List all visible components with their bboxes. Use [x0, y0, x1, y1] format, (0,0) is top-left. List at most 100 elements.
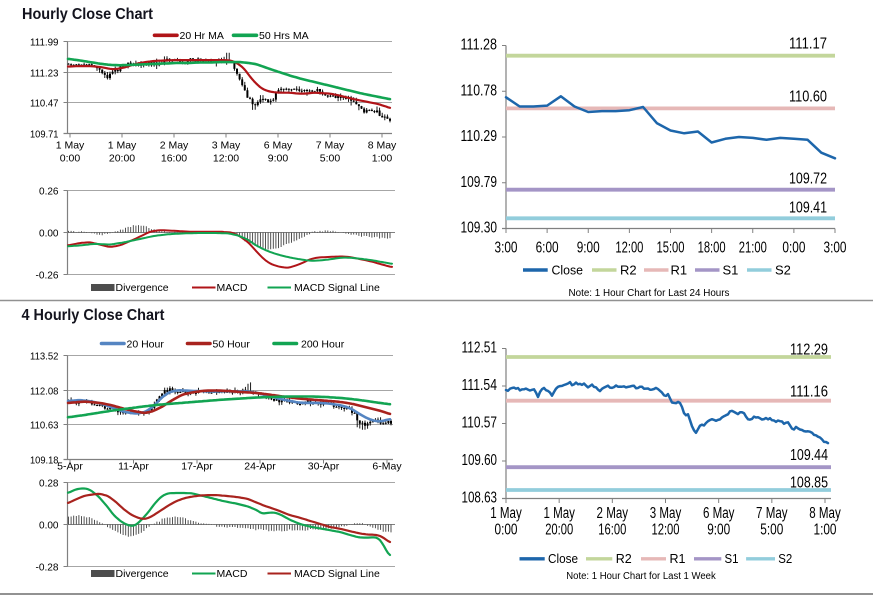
svg-text:0.00: 0.00	[39, 519, 59, 531]
svg-text:R1: R1	[670, 551, 686, 566]
svg-text:108.85: 108.85	[790, 475, 828, 492]
svg-text:7 May: 7 May	[756, 505, 788, 522]
svg-text:20:00: 20:00	[545, 522, 573, 539]
svg-text:MACD Signal Line: MACD Signal Line	[294, 568, 380, 580]
svg-text:Divergence: Divergence	[116, 282, 169, 294]
svg-text:9:00: 9:00	[268, 153, 289, 165]
svg-text:20 Hr MA: 20 Hr MA	[180, 30, 224, 42]
svg-text:111.99: 111.99	[30, 36, 59, 48]
svg-text:30-Apr: 30-Apr	[308, 461, 340, 473]
svg-text:12:00: 12:00	[213, 153, 239, 165]
svg-text:110.78: 110.78	[461, 83, 498, 100]
svg-text:24-Apr: 24-Apr	[244, 461, 276, 473]
svg-text:0.28: 0.28	[39, 477, 59, 489]
svg-text:109.71: 109.71	[30, 128, 59, 140]
svg-text:109.18: 109.18	[30, 454, 59, 466]
svg-text:110.57: 110.57	[462, 415, 498, 432]
svg-text:5:00: 5:00	[760, 522, 783, 539]
svg-text:5-Apr: 5-Apr	[57, 461, 83, 473]
svg-text:R2: R2	[620, 263, 637, 278]
svg-text:110.29: 110.29	[461, 128, 498, 145]
svg-text:21:00: 21:00	[739, 240, 767, 257]
svg-text:50 Hrs MA: 50 Hrs MA	[259, 30, 309, 42]
svg-text:6 May: 6 May	[264, 140, 293, 152]
svg-text:17-Apr: 17-Apr	[181, 461, 213, 473]
svg-text:Divergence: Divergence	[116, 568, 169, 580]
svg-text:0:00: 0:00	[495, 522, 518, 539]
svg-text:6 May: 6 May	[703, 505, 735, 522]
svg-text:1 May: 1 May	[56, 140, 85, 152]
svg-text:11-Apr: 11-Apr	[118, 461, 149, 473]
svg-text:9:00: 9:00	[707, 522, 730, 539]
svg-text:109.44: 109.44	[790, 447, 828, 464]
svg-text:2 May: 2 May	[160, 140, 189, 152]
svg-text:16:00: 16:00	[161, 153, 187, 165]
svg-text:Close: Close	[552, 263, 584, 278]
svg-text:109.79: 109.79	[461, 174, 498, 191]
svg-text:112.51: 112.51	[462, 340, 498, 357]
svg-text:2 May: 2 May	[597, 505, 629, 522]
svg-text:R2: R2	[616, 551, 632, 566]
svg-text:Note: 1 Hour Chart for Last 24: Note: 1 Hour Chart for Last 24 Hours	[569, 288, 730, 299]
svg-text:111.54: 111.54	[462, 377, 498, 394]
svg-text:1:00: 1:00	[372, 153, 393, 165]
svg-text:112.08: 112.08	[30, 385, 59, 397]
svg-text:0.26: 0.26	[39, 185, 59, 197]
svg-text:3:00: 3:00	[824, 240, 847, 257]
svg-text:MACD Signal Line: MACD Signal Line	[294, 282, 380, 294]
svg-text:1 May: 1 May	[490, 505, 522, 522]
svg-text:3:00: 3:00	[495, 240, 518, 257]
svg-text:6-May: 6-May	[372, 461, 402, 473]
svg-text:4 Hourly Close Chart: 4 Hourly Close Chart	[22, 307, 166, 324]
svg-text:111.23: 111.23	[30, 67, 59, 79]
svg-text:Close: Close	[548, 551, 578, 566]
svg-text:Note: 1 Hour Chart for Last 1: Note: 1 Hour Chart for Last 1 Week	[566, 571, 716, 582]
svg-text:-0.26: -0.26	[36, 269, 59, 281]
svg-text:18:00: 18:00	[698, 240, 726, 257]
svg-text:110.63: 110.63	[30, 419, 59, 431]
svg-text:110.47: 110.47	[30, 97, 59, 109]
svg-text:109.72: 109.72	[789, 171, 827, 188]
svg-text:1 May: 1 May	[543, 505, 575, 522]
svg-text:0.00: 0.00	[39, 227, 59, 239]
svg-text:S2: S2	[778, 551, 792, 566]
svg-text:MACD: MACD	[217, 568, 248, 580]
svg-text:109.41: 109.41	[789, 200, 827, 217]
svg-text:1:00: 1:00	[814, 522, 837, 539]
svg-text:15:00: 15:00	[657, 240, 685, 257]
svg-text:109.60: 109.60	[462, 452, 498, 469]
svg-text:9:00: 9:00	[577, 240, 600, 257]
svg-text:3 May: 3 May	[650, 505, 682, 522]
svg-text:8 May: 8 May	[368, 140, 397, 152]
svg-text:5:00: 5:00	[320, 153, 341, 165]
svg-text:111.28: 111.28	[461, 37, 498, 54]
svg-text:Hourly Close Chart: Hourly Close Chart	[22, 6, 154, 23]
svg-text:0:00: 0:00	[60, 153, 81, 165]
svg-text:-0.28: -0.28	[36, 561, 59, 573]
svg-text:110.60: 110.60	[789, 89, 827, 106]
svg-text:3 May: 3 May	[212, 140, 241, 152]
svg-text:6:00: 6:00	[536, 240, 559, 257]
svg-text:200 Hour: 200 Hour	[301, 338, 345, 350]
svg-text:111.16: 111.16	[790, 384, 828, 401]
svg-text:R1: R1	[671, 263, 688, 278]
svg-text:50 Hour: 50 Hour	[213, 338, 251, 350]
svg-text:109.30: 109.30	[461, 220, 498, 237]
svg-text:12:00: 12:00	[615, 240, 643, 257]
svg-text:112.29: 112.29	[790, 341, 828, 358]
svg-text:108.63: 108.63	[462, 490, 498, 507]
svg-text:8 May: 8 May	[809, 505, 841, 522]
svg-text:0:00: 0:00	[782, 240, 805, 257]
svg-text:111.17: 111.17	[789, 36, 827, 53]
svg-text:MACD: MACD	[217, 282, 248, 294]
svg-text:7 May: 7 May	[316, 140, 345, 152]
svg-text:12:00: 12:00	[652, 522, 680, 539]
svg-text:20 Hour: 20 Hour	[127, 338, 165, 350]
svg-text:16:00: 16:00	[598, 522, 626, 539]
svg-text:S1: S1	[725, 551, 739, 566]
svg-text:S2: S2	[775, 263, 791, 278]
svg-text:S1: S1	[723, 263, 739, 278]
svg-text:113.52: 113.52	[30, 350, 59, 362]
svg-text:20:00: 20:00	[109, 153, 135, 165]
svg-text:1 May: 1 May	[108, 140, 137, 152]
